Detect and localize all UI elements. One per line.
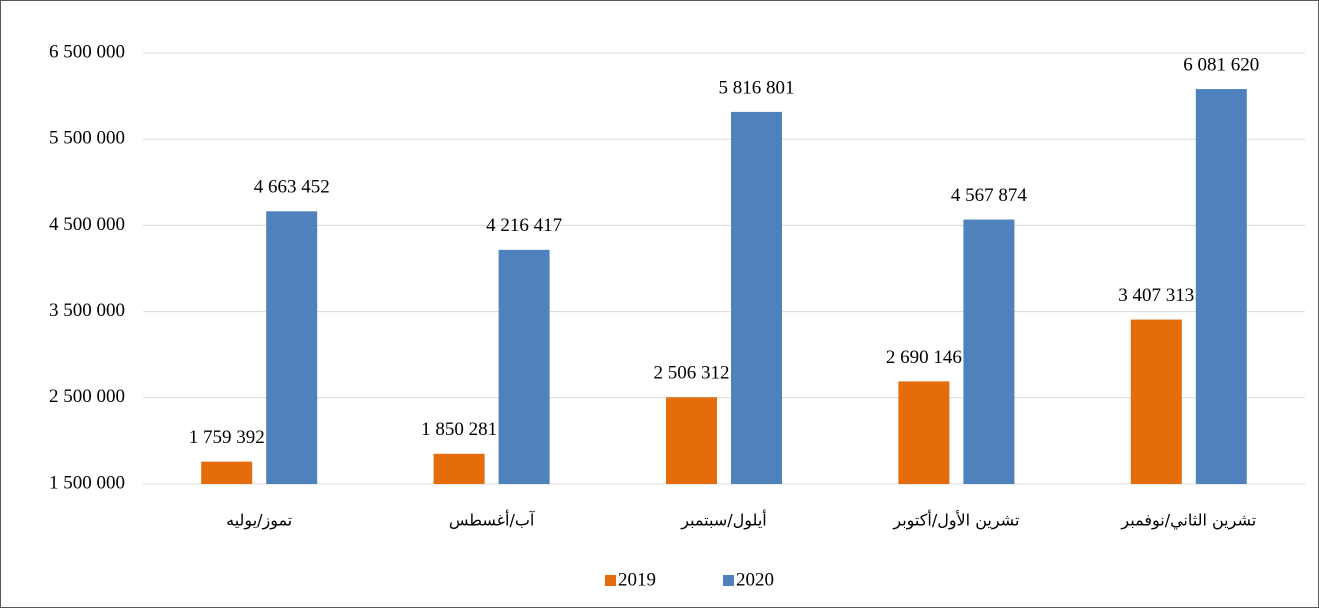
y-tick-label: 2 500 000 (49, 386, 125, 407)
y-tick-label: 5 500 000 (49, 128, 125, 149)
x-tick-label: أيلول/سبتمبر (680, 510, 766, 531)
bar (666, 397, 717, 484)
y-tick-label: 1 500 000 (49, 472, 125, 493)
value-label: 3 407 313 (1118, 285, 1194, 306)
legend-label: 2019 (618, 569, 656, 590)
bar (731, 111, 782, 484)
bar (266, 211, 318, 485)
x-tick-label: تشرين الثاني/نوفمبر (1120, 511, 1256, 531)
legend-swatch (723, 575, 734, 586)
bar (963, 219, 1015, 484)
x-tick-label: تشرين الأول/أكتوبر (892, 510, 1019, 531)
legend-swatch (605, 575, 616, 586)
y-tick-label: 4 500 000 (49, 214, 125, 235)
y-tick-label: 3 500 000 (49, 300, 125, 321)
bar (498, 249, 550, 484)
value-label: 4 663 452 (254, 177, 330, 198)
value-label: 4 216 417 (486, 215, 562, 236)
y-tick-label: 6 500 000 (49, 41, 125, 62)
value-label: 5 816 801 (719, 77, 795, 98)
value-label: 1 759 392 (189, 427, 265, 448)
x-tick-label: تموز/يوليه (226, 511, 292, 531)
bar (1195, 89, 1247, 484)
value-label: 4 567 874 (951, 185, 1028, 206)
bar (201, 461, 253, 484)
bar (1130, 319, 1182, 484)
value-label: 6 081 620 (1183, 54, 1259, 75)
value-label: 2 690 146 (886, 347, 962, 368)
value-label: 1 850 281 (421, 419, 497, 440)
value-label: 2 506 312 (654, 363, 730, 384)
legend-label: 2020 (736, 569, 774, 590)
x-tick-label: آب/أغسطس (449, 510, 536, 531)
bar (898, 381, 950, 484)
bar (433, 453, 485, 484)
